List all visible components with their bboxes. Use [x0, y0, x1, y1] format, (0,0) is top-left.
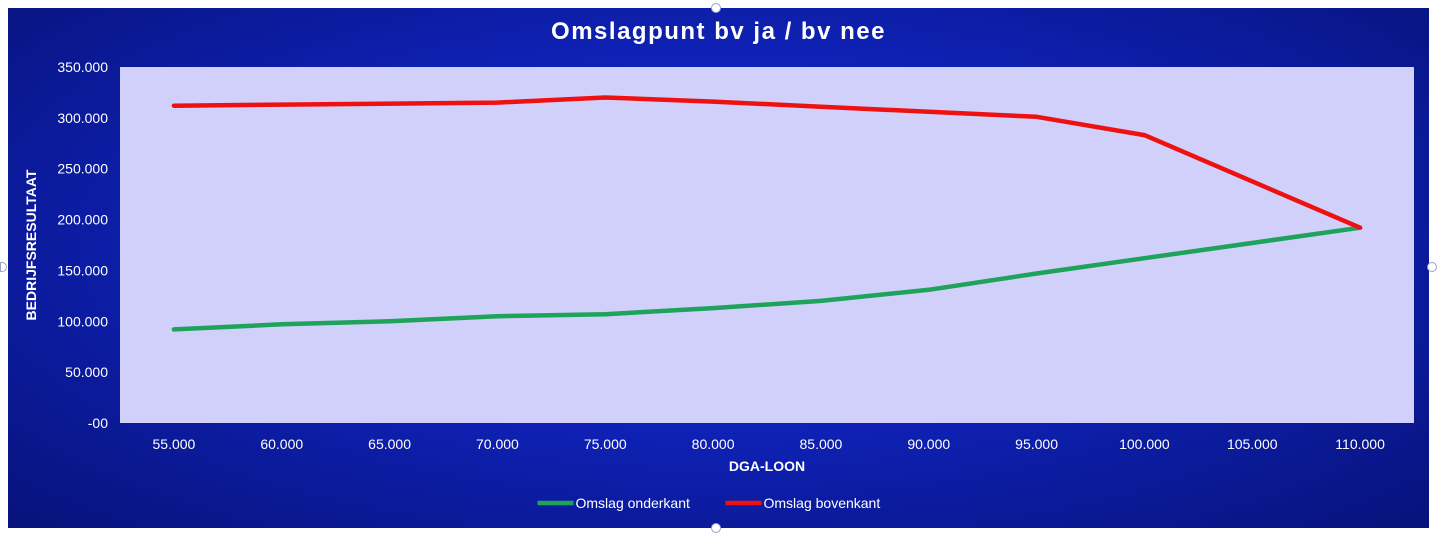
y-tick-label: 250.000: [57, 161, 108, 177]
x-axis-title: DGA-LOON: [729, 458, 805, 474]
x-tick-label: 80.000: [692, 436, 735, 452]
legend-label: Omslag bovenkant: [764, 495, 881, 511]
x-tick-label: 55.000: [153, 436, 196, 452]
x-tick-label: 85.000: [800, 436, 843, 452]
plot-area: [120, 67, 1414, 423]
x-tick-label: 60.000: [260, 436, 303, 452]
resize-handle-top[interactable]: [711, 3, 721, 13]
x-tick-label: 65.000: [368, 436, 411, 452]
x-tick-label: 100.000: [1119, 436, 1170, 452]
y-tick-label: -00: [88, 415, 108, 431]
chart-svg: -00 50.000 100.000 150.000 200.000 250.000 300…: [23, 59, 1414, 511]
chart-frame: Omslagpunt bv ja / bv nee -00 50.000 100.0…: [8, 8, 1429, 528]
y-axis-title: BEDRIJFSRESULTAAT: [23, 169, 39, 320]
x-tick-label: 90.000: [907, 436, 950, 452]
y-axis-ticks: -00 50.000 100.000 150.000 200.000 250.000 300…: [57, 59, 108, 431]
y-tick-label: 350.000: [57, 59, 108, 75]
x-tick-label: 110.000: [1335, 436, 1385, 452]
chart-title: Omslagpunt bv ja / bv nee: [551, 18, 886, 45]
x-tick-label: 105.000: [1227, 436, 1278, 452]
x-axis-ticks: 55.000 60.000 65.000 70.000 75.000 80.000 85.0…: [153, 436, 1386, 452]
series-line-omslag-onderkant: [171, 225, 1363, 332]
x-tick-label: 75.000: [584, 436, 627, 452]
y-tick-label: 200.000: [57, 212, 108, 228]
legend: Omslag onderkant Omslag bovenkant: [537, 495, 881, 511]
y-tick-label: 50.000: [65, 364, 108, 380]
series-line-omslag-bovenkant: [171, 95, 1363, 230]
resize-handle-right[interactable]: [1427, 262, 1437, 272]
y-tick-label: 100.000: [57, 313, 108, 329]
x-tick-label: 95.000: [1015, 436, 1058, 452]
legend-label: Omslag onderkant: [576, 495, 691, 511]
resize-handle-left[interactable]: [0, 262, 7, 272]
series-lines: [171, 95, 1363, 332]
y-tick-label: 150.000: [57, 262, 108, 278]
x-tick-label: 70.000: [476, 436, 519, 452]
y-tick-label: 300.000: [57, 110, 108, 126]
resize-handle-bottom[interactable]: [711, 523, 721, 533]
